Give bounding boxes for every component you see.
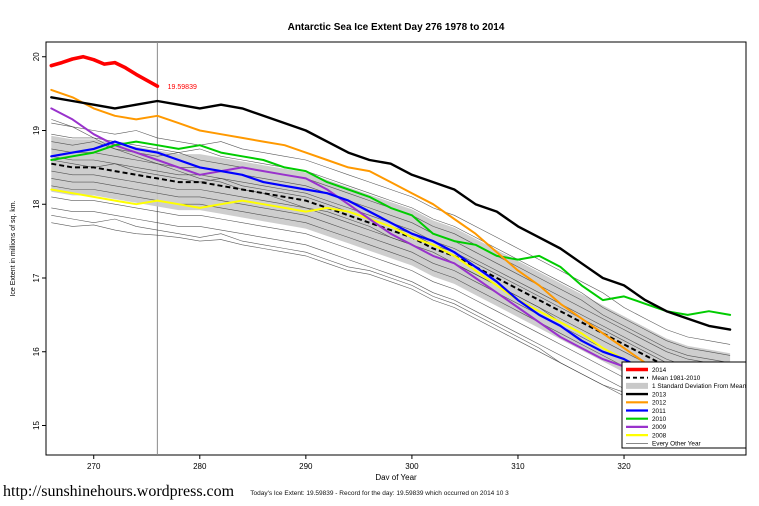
legend-label: 2010: [652, 416, 667, 423]
y-tick-label: 17: [32, 273, 41, 282]
record-annotation: 19.59839: [168, 84, 197, 91]
x-tick-label: 280: [193, 462, 207, 471]
legend-label: Every Other Year: [652, 441, 702, 448]
other-year-line: [51, 215, 731, 434]
other-year-line: [51, 207, 731, 426]
legend-label: 2009: [652, 424, 667, 431]
y-tick-label: 15: [32, 421, 41, 430]
y-tick-label: 20: [32, 52, 41, 61]
other-year-line: [51, 122, 731, 345]
legend-label: 2013: [652, 391, 667, 398]
legend-label: 2008: [652, 432, 667, 439]
x-tick-label: 300: [405, 462, 419, 471]
series-2014-line: [49, 54, 160, 88]
y-axis-label: Ice Extent in millions of sq. km.: [10, 200, 17, 296]
y-tick-label: 16: [32, 347, 41, 356]
y-tick-label: 18: [32, 199, 41, 208]
x-tick-label: 310: [511, 462, 525, 471]
chart-svg: Antarctic Sea Ice Extent Day 276 1978 to…: [10, 22, 747, 482]
site-url: http://sunshinehours.wordpress.com: [3, 483, 235, 500]
other-year-line: [51, 133, 731, 356]
series-2009-line: [50, 107, 732, 397]
today-extent-caption: Today's Ice Extent: 19.59839 - Record fo…: [250, 490, 509, 497]
chart-title: Antarctic Sea Ice Extent Day 276 1978 to…: [288, 22, 505, 33]
series-2010-line: [50, 140, 732, 316]
other-year-line: [51, 148, 731, 367]
legend-label: 2011: [652, 408, 666, 415]
series-2011-line: [50, 140, 732, 394]
other-year-line: [51, 196, 731, 415]
series-2012-line: [50, 88, 732, 394]
series-2008-line: [50, 188, 732, 397]
x-tick-label: 270: [87, 462, 101, 471]
legend-label: Mean 1981-2010: [652, 375, 701, 382]
legend-box: [621, 361, 747, 449]
footer: http://sunshinehours.wordpress.com Today…: [0, 480, 759, 506]
legend-label: 2014: [652, 367, 667, 374]
mean-line: [51, 162, 731, 383]
y-tick-label: 19: [32, 126, 41, 135]
sea-ice-chart-page: Antarctic Sea Ice Extent Day 276 1978 to…: [3, 22, 747, 500]
x-tick-label: 290: [299, 462, 313, 471]
series-2013-line: [50, 96, 732, 331]
x-axis-label: Day of Year: [375, 473, 417, 482]
legend-label: 1 Standard Deviation From Mean: [652, 383, 747, 390]
legend-label: 2012: [652, 400, 667, 407]
other-year-line: [51, 222, 731, 437]
x-tick-label: 320: [617, 462, 631, 471]
